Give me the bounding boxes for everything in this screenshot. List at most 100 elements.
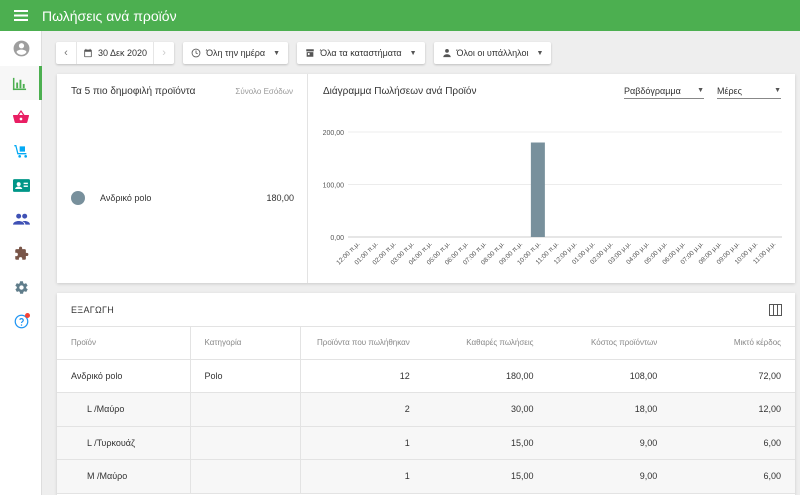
hamburger-menu-icon: [14, 10, 28, 21]
cell-product: L /Τυρκουάζ: [57, 426, 191, 460]
y-tick-label: 100,00: [323, 183, 345, 190]
chevron-right-icon: ›: [162, 47, 166, 59]
sidebar-item-settings[interactable]: [0, 270, 42, 304]
dolly-icon: [14, 145, 27, 158]
chart-type-select[interactable]: Ραβδόγραμμα ▼: [624, 83, 704, 99]
app-bar: Πωλήσεις ανά προϊόν: [0, 0, 800, 31]
cell-product: M /Μαύρο: [57, 459, 191, 494]
sidebar-item-employees[interactable]: [0, 202, 42, 236]
table-row[interactable]: L /Μαύρο 2 30,00 18,00 12,00: [57, 392, 795, 427]
caret-down-icon: ▼: [409, 49, 417, 57]
sidebar-item-customers[interactable]: [0, 168, 42, 202]
sidebar-item-help[interactable]: [0, 304, 42, 338]
legend-dot: [71, 191, 85, 205]
period-select[interactable]: Μέρες ▼: [717, 83, 781, 99]
menu-button[interactable]: [0, 0, 42, 31]
cell-net-sales: 30,00: [423, 392, 548, 427]
previous-date-button[interactable]: ‹: [56, 42, 76, 64]
puzzle-icon: [14, 246, 28, 260]
cell-category: Polo: [190, 359, 301, 393]
sidebar-item-account[interactable]: [0, 31, 42, 65]
column-header-net-sales[interactable]: Καθαρές πωλήσεις: [423, 327, 548, 360]
table-row[interactable]: Ανδρικό polo Polo 12 180,00 108,00 72,00: [57, 359, 795, 393]
y-tick-label: 0,00: [330, 235, 344, 242]
clock-icon: [191, 48, 201, 58]
date-label: 30 Δεκ 2020: [98, 48, 148, 58]
contact-card-icon: [12, 178, 30, 192]
basket-icon: [13, 110, 29, 123]
sidebar-item-reports[interactable]: [0, 66, 42, 100]
cell-gross-profit: 6,00: [671, 459, 795, 494]
cell-cost: 9,00: [547, 459, 672, 494]
sales-chart-panel: Διάγραμμα Πωλήσεων ανά Προϊόν Ραβδόγραμμ…: [308, 74, 795, 283]
table-header-row: Προϊόν Κατηγορία Προϊόντα που πωλήθηκαν …: [57, 327, 795, 360]
top-products-title: Τα 5 πιο δημοφιλή προϊόντα: [71, 86, 196, 97]
chevron-left-icon: ‹: [64, 47, 68, 59]
sidebar: [0, 31, 42, 495]
top-product-item: Ανδρικό polo 180,00: [71, 191, 294, 205]
sidebar-item-inventory[interactable]: [0, 134, 42, 168]
page-title: Πωλήσεις ανά προϊόν: [42, 7, 177, 24]
cell-cost: 18,00: [547, 392, 672, 427]
table-row[interactable]: M /Μαύρο 1 15,00 9,00 6,00: [57, 459, 795, 494]
person-icon: [442, 49, 451, 58]
stores-label: Όλα τα καταστήματα: [320, 48, 402, 58]
people-icon: [12, 213, 30, 225]
cell-category: [190, 426, 301, 460]
cell-items-sold: 1: [300, 426, 424, 460]
column-header-gross-profit[interactable]: Μικτό κέρδος: [671, 327, 795, 360]
caret-down-icon: ▼: [774, 87, 781, 94]
column-header-items-sold[interactable]: Προϊόντα που πωλήθηκαν: [300, 327, 424, 360]
period-value: Μέρες: [717, 85, 742, 96]
cell-cost: 9,00: [547, 426, 672, 460]
cell-cost: 108,00: [547, 359, 672, 393]
table-row[interactable]: L /Τυρκουάζ 1 15,00 9,00 6,00: [57, 426, 795, 460]
cell-items-sold: 12: [300, 359, 424, 393]
cell-category: [190, 392, 301, 427]
report-table-card: ΕΞΑΓΩΓΗ Προϊόν Κατηγορία Προϊόντα που πω…: [57, 293, 795, 495]
cell-gross-profit: 72,00: [671, 359, 795, 393]
time-range-dropdown[interactable]: Όλη την ημέρα ▼: [183, 42, 289, 64]
columns-icon[interactable]: [769, 304, 782, 316]
gear-icon: [14, 280, 28, 294]
top-products-panel: Τα 5 πιο δημοφιλή προϊόντα Σύνολο Εσόδων…: [57, 74, 308, 283]
store-icon: [306, 49, 314, 57]
chart-type-value: Ραβδόγραμμα: [624, 85, 681, 96]
column-header-category[interactable]: Κατηγορία: [190, 327, 301, 360]
chart-bar[interactable]: [530, 142, 545, 238]
date-selector[interactable]: 30 Δεκ 2020: [76, 42, 155, 64]
cell-items-sold: 1: [300, 459, 424, 494]
date-picker: ‹ 30 Δεκ 2020 ›: [56, 42, 175, 64]
cell-items-sold: 2: [300, 392, 424, 427]
cell-net-sales: 180,00: [423, 359, 548, 393]
cell-product: L /Μαύρο: [57, 392, 191, 427]
column-header-cost[interactable]: Κόστος προϊόντων: [547, 327, 672, 360]
filter-toolbar: ‹ 30 Δεκ 2020 › Όλη την ημέρα ▼ Όλα τα κ…: [56, 42, 552, 64]
cell-net-sales: 15,00: [423, 426, 548, 460]
cell-product: Ανδρικό polo: [57, 359, 191, 393]
caret-down-icon: ▼: [697, 87, 704, 94]
chart-title: Διάγραμμα Πωλήσεων ανά Προϊόν: [323, 86, 477, 97]
top-product-value: 180,00: [266, 193, 294, 203]
account-circle-icon: [13, 40, 29, 56]
top-product-name: Ανδρικό polo: [100, 193, 152, 203]
help-icon: [14, 314, 28, 328]
cell-gross-profit: 6,00: [671, 426, 795, 460]
notification-dot: [25, 313, 30, 318]
employees-dropdown[interactable]: Όλοι οι υπάλληλοι ▼: [433, 42, 552, 64]
sidebar-item-sales[interactable]: [0, 100, 42, 134]
export-button[interactable]: ΕΞΑΓΩΓΗ: [71, 305, 115, 315]
caret-down-icon: ▼: [536, 49, 544, 57]
sidebar-item-integrations[interactable]: [0, 236, 42, 270]
next-date-button[interactable]: ›: [154, 42, 174, 64]
bar-chart-icon: [12, 77, 27, 90]
calendar-icon: [84, 48, 92, 58]
cell-net-sales: 15,00: [423, 459, 548, 494]
stores-dropdown[interactable]: Όλα τα καταστήματα ▼: [297, 42, 425, 64]
column-header-product[interactable]: Προϊόν: [57, 327, 191, 360]
top-products-column-header: Σύνολο Εσόδων: [235, 87, 293, 96]
cell-gross-profit: 12,00: [671, 392, 795, 427]
table-toolbar: ΕΞΑΓΩΓΗ: [57, 293, 795, 327]
sales-table: Προϊόν Κατηγορία Προϊόντα που πωλήθηκαν …: [57, 327, 795, 494]
